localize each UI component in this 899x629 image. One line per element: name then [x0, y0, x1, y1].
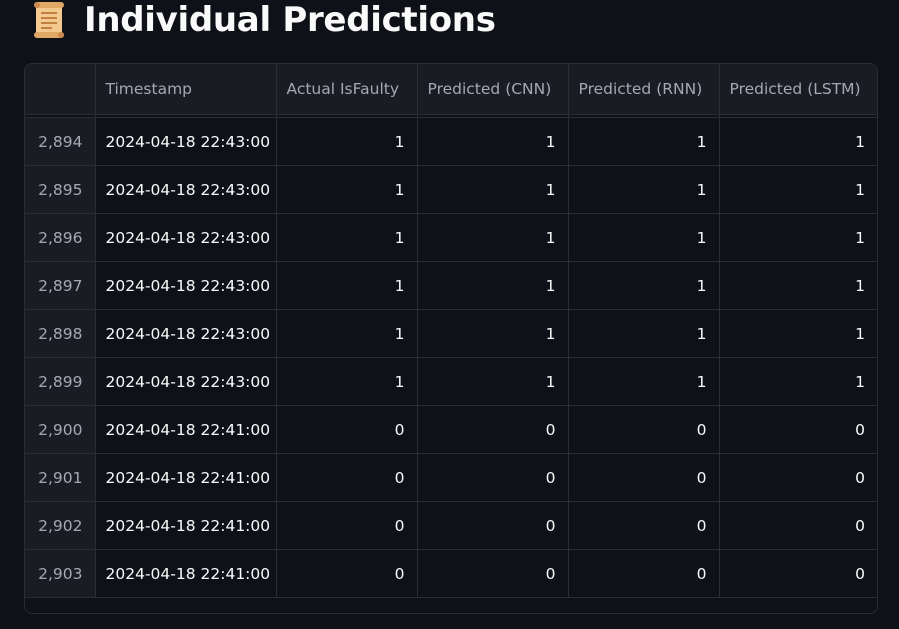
column-header-predicted-rnn[interactable]: Predicted (RNN) — [568, 64, 720, 115]
actual-isfaulty-cell[interactable]: 1 — [276, 357, 418, 406]
page-title: Individual Predictions — [84, 0, 496, 40]
column-header-index[interactable] — [25, 64, 96, 115]
table-row[interactable]: 2,900 2024-04-18 22:41:00 0 0 0 0 — [25, 405, 877, 454]
predicted-cnn-cell[interactable]: 1 — [417, 213, 569, 262]
predicted-lstm-cell[interactable]: 0 — [719, 501, 877, 550]
row-index-cell[interactable]: 2,895 — [25, 165, 96, 214]
predicted-rnn-cell[interactable]: 1 — [568, 357, 720, 406]
timestamp-cell[interactable]: 2024-04-18 22:41:00 — [95, 405, 277, 454]
row-index-cell[interactable]: 2,897 — [25, 261, 96, 310]
predicted-cnn-cell[interactable]: 1 — [417, 357, 569, 406]
predicted-lstm-cell[interactable]: 0 — [719, 549, 877, 598]
timestamp-cell[interactable]: 2024-04-18 22:43:00 — [95, 357, 277, 406]
predicted-lstm-cell[interactable]: 1 — [719, 261, 877, 310]
table-row[interactable]: 2,898 2024-04-18 22:43:00 1 1 1 1 — [25, 309, 877, 358]
section-heading: Individual Predictions — [30, 0, 496, 40]
timestamp-cell[interactable]: 2024-04-18 22:43:00 — [95, 213, 277, 262]
timestamp-cell[interactable]: 2024-04-18 22:43:00 — [95, 309, 277, 358]
row-index-cell[interactable]: 2,899 — [25, 357, 96, 406]
scroll-icon — [30, 1, 70, 39]
predicted-rnn-cell[interactable]: 1 — [568, 261, 720, 310]
actual-isfaulty-cell[interactable]: 1 — [276, 213, 418, 262]
timestamp-cell[interactable]: 2024-04-18 22:43:00 — [95, 261, 277, 310]
predicted-lstm-cell[interactable]: 1 — [719, 309, 877, 358]
predicted-rnn-cell[interactable]: 1 — [568, 117, 720, 166]
table-row[interactable]: 2,897 2024-04-18 22:43:00 1 1 1 1 — [25, 261, 877, 310]
predicted-rnn-cell[interactable]: 0 — [568, 501, 720, 550]
timestamp-cell[interactable]: 2024-04-18 22:43:00 — [95, 165, 277, 214]
actual-isfaulty-cell[interactable]: 0 — [276, 549, 418, 598]
timestamp-cell[interactable]: 2024-04-18 22:41:00 — [95, 549, 277, 598]
table-row[interactable]: 2,903 2024-04-18 22:41:00 0 0 0 0 — [25, 549, 877, 598]
predicted-lstm-cell[interactable]: 1 — [719, 165, 877, 214]
table-header-row: Timestamp Actual IsFaulty Predicted (CNN… — [25, 64, 877, 115]
row-index-cell[interactable]: 2,898 — [25, 309, 96, 358]
table-row[interactable]: 2,894 2024-04-18 22:43:00 1 1 1 1 — [25, 117, 877, 166]
predicted-cnn-cell[interactable]: 1 — [417, 309, 569, 358]
actual-isfaulty-cell[interactable]: 0 — [276, 453, 418, 502]
row-index-cell[interactable]: 2,896 — [25, 213, 96, 262]
table-row[interactable]: 2,896 2024-04-18 22:43:00 1 1 1 1 — [25, 213, 877, 262]
predicted-rnn-cell[interactable]: 0 — [568, 405, 720, 454]
actual-isfaulty-cell[interactable]: 1 — [276, 261, 418, 310]
predicted-cnn-cell[interactable]: 0 — [417, 453, 569, 502]
predicted-cnn-cell[interactable]: 1 — [417, 165, 569, 214]
actual-isfaulty-cell[interactable]: 0 — [276, 405, 418, 454]
row-index-cell[interactable]: 2,903 — [25, 549, 96, 598]
predicted-rnn-cell[interactable]: 1 — [568, 165, 720, 214]
predicted-rnn-cell[interactable]: 0 — [568, 549, 720, 598]
row-index-cell[interactable]: 2,901 — [25, 453, 96, 502]
actual-isfaulty-cell[interactable]: 0 — [276, 501, 418, 550]
timestamp-cell[interactable]: 2024-04-18 22:41:00 — [95, 501, 277, 550]
timestamp-cell[interactable]: 2024-04-18 22:43:00 — [95, 117, 277, 166]
column-header-actual-isfaulty[interactable]: Actual IsFaulty — [276, 64, 418, 115]
table-row[interactable]: 2,901 2024-04-18 22:41:00 0 0 0 0 — [25, 453, 877, 502]
predicted-cnn-cell[interactable]: 0 — [417, 501, 569, 550]
predicted-lstm-cell[interactable]: 0 — [719, 453, 877, 502]
predicted-rnn-cell[interactable]: 1 — [568, 213, 720, 262]
predicted-lstm-cell[interactable]: 0 — [719, 405, 877, 454]
timestamp-cell[interactable]: 2024-04-18 22:41:00 — [95, 453, 277, 502]
predicted-cnn-cell[interactable]: 0 — [417, 549, 569, 598]
predicted-cnn-cell[interactable]: 1 — [417, 261, 569, 310]
predicted-rnn-cell[interactable]: 0 — [568, 453, 720, 502]
table-row[interactable]: 2,902 2024-04-18 22:41:00 0 0 0 0 — [25, 501, 877, 550]
predicted-lstm-cell[interactable]: 1 — [719, 213, 877, 262]
actual-isfaulty-cell[interactable]: 1 — [276, 117, 418, 166]
actual-isfaulty-cell[interactable]: 1 — [276, 309, 418, 358]
predicted-rnn-cell[interactable]: 1 — [568, 309, 720, 358]
predicted-lstm-cell[interactable]: 1 — [719, 357, 877, 406]
column-header-predicted-cnn[interactable]: Predicted (CNN) — [417, 64, 569, 115]
predicted-lstm-cell[interactable]: 1 — [719, 117, 877, 166]
column-header-predicted-lstm[interactable]: Predicted (LSTM) — [719, 64, 877, 115]
row-index-cell[interactable]: 2,900 — [25, 405, 96, 454]
column-header-timestamp[interactable]: Timestamp — [95, 64, 277, 115]
actual-isfaulty-cell[interactable]: 1 — [276, 165, 418, 214]
predicted-cnn-cell[interactable]: 0 — [417, 405, 569, 454]
table-row[interactable]: 2,895 2024-04-18 22:43:00 1 1 1 1 — [25, 165, 877, 214]
row-index-cell[interactable]: 2,894 — [25, 117, 96, 166]
predictions-table[interactable]: Timestamp Actual IsFaulty Predicted (CNN… — [24, 63, 878, 614]
table-row[interactable]: 2,899 2024-04-18 22:43:00 1 1 1 1 — [25, 357, 877, 406]
predicted-cnn-cell[interactable]: 1 — [417, 117, 569, 166]
row-index-cell[interactable]: 2,902 — [25, 501, 96, 550]
